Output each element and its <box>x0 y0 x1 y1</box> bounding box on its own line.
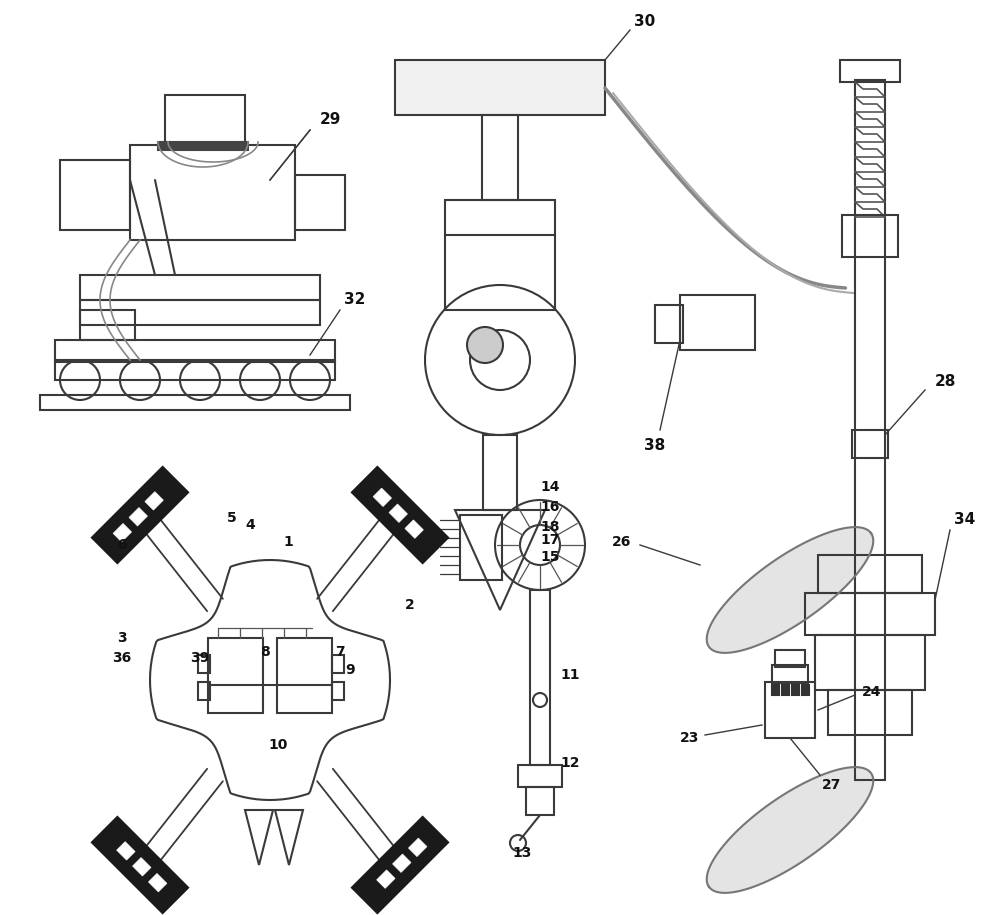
Text: 12: 12 <box>560 756 580 770</box>
Text: 28: 28 <box>934 374 956 390</box>
Text: 18: 18 <box>540 520 560 534</box>
Polygon shape <box>377 870 395 888</box>
Bar <box>840 60 900 82</box>
Polygon shape <box>373 488 392 507</box>
Bar <box>772 665 808 683</box>
Bar <box>530 590 550 765</box>
Polygon shape <box>145 491 163 510</box>
Bar <box>158 142 248 150</box>
Bar <box>765 682 815 738</box>
Polygon shape <box>113 523 132 542</box>
Bar <box>208 638 263 713</box>
Bar <box>445 200 555 235</box>
Bar <box>395 60 605 115</box>
Text: 6: 6 <box>117 538 127 552</box>
Text: 23: 23 <box>680 731 700 745</box>
Polygon shape <box>117 842 135 860</box>
Bar <box>80 300 320 325</box>
Bar <box>526 787 554 815</box>
Bar <box>518 765 562 787</box>
Bar <box>805 593 935 635</box>
Bar <box>80 275 320 300</box>
Text: 24: 24 <box>862 685 882 699</box>
Polygon shape <box>92 817 188 913</box>
Text: 2: 2 <box>405 598 415 612</box>
Bar <box>655 305 683 343</box>
Bar <box>852 430 888 458</box>
Text: 34: 34 <box>954 512 976 528</box>
Bar <box>198 682 210 700</box>
Bar <box>40 395 350 410</box>
Bar <box>460 515 502 580</box>
Bar <box>332 682 344 700</box>
Bar <box>483 435 517 510</box>
Text: 16: 16 <box>540 500 560 514</box>
Polygon shape <box>352 467 448 563</box>
Circle shape <box>467 327 503 363</box>
Text: 39: 39 <box>190 651 210 665</box>
Text: 11: 11 <box>560 668 580 682</box>
Text: 10: 10 <box>268 738 288 752</box>
Polygon shape <box>405 520 423 538</box>
Bar <box>482 115 518 200</box>
Text: 15: 15 <box>540 550 560 564</box>
Polygon shape <box>92 467 188 563</box>
Bar <box>332 655 344 673</box>
Text: 30: 30 <box>634 15 656 29</box>
Polygon shape <box>389 504 407 522</box>
Bar <box>55 360 335 380</box>
Bar <box>842 215 898 257</box>
Text: 13: 13 <box>512 846 532 860</box>
Bar <box>802 685 809 695</box>
Bar <box>165 95 245 145</box>
Text: 1: 1 <box>283 535 293 549</box>
Text: 38: 38 <box>644 437 666 453</box>
Text: 27: 27 <box>822 778 842 792</box>
Bar <box>775 650 805 667</box>
Bar <box>680 295 755 350</box>
Text: 32: 32 <box>344 293 366 307</box>
Bar <box>60 160 130 230</box>
Text: 17: 17 <box>540 533 560 547</box>
Polygon shape <box>148 874 167 892</box>
Polygon shape <box>129 508 147 526</box>
Polygon shape <box>707 767 873 893</box>
Bar <box>828 690 912 735</box>
Bar <box>130 145 295 240</box>
Text: 3: 3 <box>117 631 127 645</box>
Polygon shape <box>408 838 427 856</box>
Bar <box>855 80 885 780</box>
Text: 8: 8 <box>260 645 270 659</box>
Text: 14: 14 <box>540 480 560 494</box>
Text: 7: 7 <box>335 645 345 659</box>
Text: 29: 29 <box>319 113 341 127</box>
Text: 4: 4 <box>245 518 255 532</box>
Text: 36: 36 <box>112 651 132 665</box>
Polygon shape <box>133 857 151 876</box>
Bar <box>295 175 345 230</box>
Bar <box>80 310 135 340</box>
Bar <box>818 555 922 593</box>
Polygon shape <box>393 854 411 872</box>
Bar <box>782 685 789 695</box>
Polygon shape <box>352 817 448 913</box>
Text: 5: 5 <box>227 511 237 525</box>
Bar <box>198 655 210 673</box>
Bar <box>277 638 332 713</box>
Polygon shape <box>707 527 873 653</box>
Text: 9: 9 <box>345 663 355 677</box>
Bar <box>815 635 925 690</box>
Text: 26: 26 <box>612 535 632 549</box>
Bar <box>792 685 799 695</box>
Bar <box>772 685 779 695</box>
Bar <box>55 340 335 362</box>
